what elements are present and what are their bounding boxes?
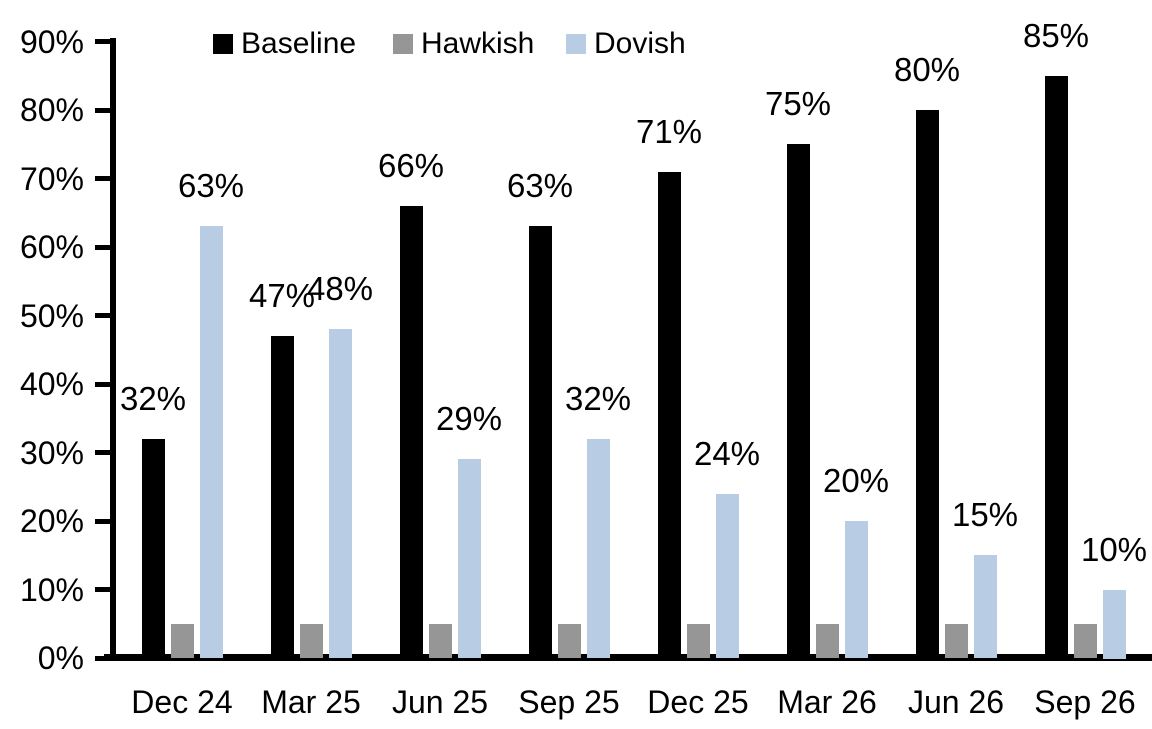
data-label-dovish-sep-26: 10% [1080, 531, 1148, 568]
y-tick-70 [95, 176, 112, 181]
legend-label-dovish: Dovish [594, 27, 686, 60]
data-label-baseline-mar-25: 47% [248, 277, 316, 314]
data-label-baseline-dec-24: 32% [119, 380, 187, 417]
y-tick-label-40: 40% [19, 366, 84, 402]
bar-dovish-sep-26 [1103, 590, 1126, 659]
y-tick-40 [95, 382, 112, 387]
y-tick-label-80: 80% [19, 92, 84, 128]
y-tick-label-30: 30% [19, 435, 84, 471]
bar-hawkish-mar-25 [300, 624, 323, 658]
bar-dovish-dec-25 [716, 494, 739, 658]
y-tick-30 [95, 450, 112, 455]
data-label-dovish-sep-25: 32% [564, 380, 632, 417]
y-tick-label-90: 90% [19, 24, 84, 60]
bar-baseline-mar-25 [271, 336, 294, 658]
x-label-jun-26: Jun 26 [907, 684, 1005, 720]
y-tick-label-50: 50% [19, 298, 84, 334]
y-tick-90 [95, 39, 112, 44]
data-label-dovish-dec-25: 24% [693, 435, 761, 472]
data-label-dovish-mar-26: 20% [822, 462, 890, 499]
bar-dovish-jun-26 [974, 555, 997, 658]
y-tick-label-60: 60% [19, 229, 84, 265]
legend-item-baseline: Baseline [213, 26, 356, 62]
data-label-baseline-mar-26: 75% [764, 85, 832, 122]
y-tick-label-10: 10% [19, 572, 84, 608]
bar-dovish-sep-25 [587, 439, 610, 658]
bar-baseline-sep-26 [1045, 76, 1068, 658]
bar-hawkish-sep-25 [558, 624, 581, 658]
bar-dovish-jun-25 [458, 459, 481, 658]
bar-hawkish-jun-26 [945, 624, 968, 658]
data-label-dovish-mar-25: 48% [306, 270, 374, 307]
y-tick-50 [95, 313, 112, 318]
legend-swatch-hawkish-icon [393, 34, 413, 54]
y-tick-60 [95, 245, 112, 250]
bar-baseline-dec-24 [142, 439, 165, 658]
x-label-mar-26: Mar 26 [777, 684, 877, 720]
x-label-dec-24: Dec 24 [131, 684, 233, 720]
data-label-dovish-dec-24: 63% [177, 167, 245, 204]
data-label-baseline-dec-25: 71% [635, 113, 703, 150]
data-label-baseline-jun-25: 66% [377, 147, 445, 184]
y-tick-0 [95, 656, 112, 661]
data-label-baseline-sep-25: 63% [506, 167, 574, 204]
bar-hawkish-mar-26 [816, 624, 839, 658]
bar-dovish-mar-25 [329, 329, 352, 658]
legend-item-dovish: Dovish [566, 26, 686, 62]
x-label-mar-25: Mar 25 [261, 684, 361, 720]
bar-hawkish-sep-26 [1074, 624, 1097, 658]
legend-item-hawkish: Hawkish [393, 26, 534, 62]
data-label-baseline-jun-26: 80% [893, 51, 961, 88]
bar-hawkish-dec-25 [687, 624, 710, 658]
y-tick-80 [95, 108, 112, 113]
bar-baseline-jun-25 [400, 206, 423, 658]
y-tick-label-70: 70% [19, 161, 84, 197]
legend-swatch-dovish-icon [566, 34, 586, 54]
x-label-sep-25: Sep 25 [518, 684, 620, 720]
legend-label-hawkish: Hawkish [421, 27, 535, 60]
data-label-dovish-jun-26: 15% [951, 496, 1019, 533]
x-axis-line [104, 654, 1152, 661]
legend-swatch-baseline-icon [213, 34, 233, 54]
y-tick-20 [95, 519, 112, 524]
y-tick-10 [95, 587, 112, 592]
bar-baseline-dec-25 [658, 172, 681, 658]
bar-baseline-sep-25 [529, 226, 552, 658]
y-axis-line [110, 38, 116, 661]
x-label-sep-26: Sep 26 [1034, 684, 1136, 720]
data-label-dovish-jun-25: 29% [435, 400, 503, 437]
data-label-baseline-sep-26: 85% [1022, 17, 1090, 54]
x-label-dec-25: Dec 25 [647, 684, 749, 720]
bar-hawkish-jun-25 [429, 624, 452, 658]
bar-dovish-mar-26 [845, 521, 868, 658]
y-tick-label-0: 0% [37, 640, 84, 676]
bar-hawkish-dec-24 [171, 624, 194, 658]
legend-label-baseline: Baseline [241, 27, 357, 60]
bar-baseline-mar-26 [787, 144, 810, 658]
bar-dovish-dec-24 [200, 226, 223, 658]
x-label-jun-25: Jun 25 [391, 684, 489, 720]
bar-baseline-jun-26 [916, 110, 939, 658]
y-tick-label-20: 20% [19, 503, 84, 539]
